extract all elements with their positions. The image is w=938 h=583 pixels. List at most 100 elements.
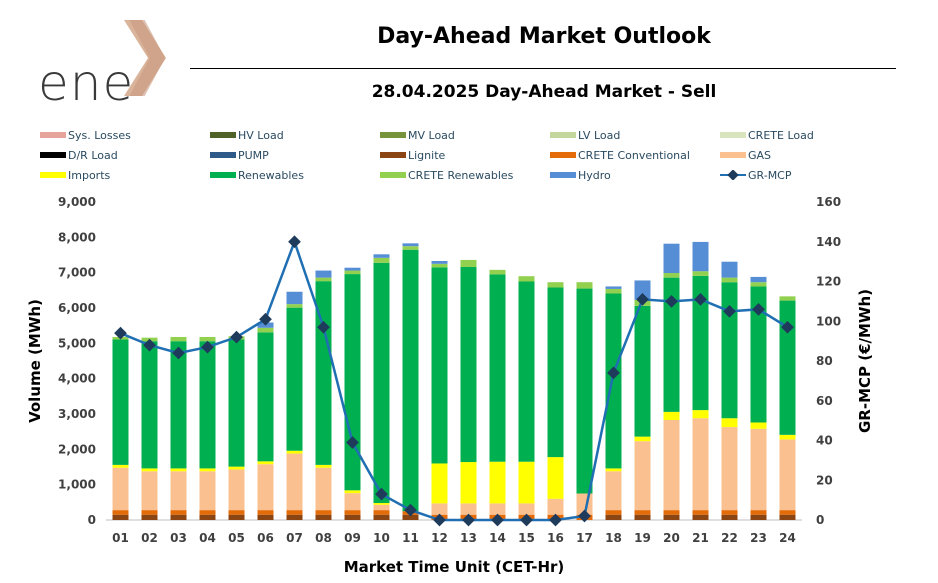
bar-segment bbox=[489, 274, 506, 462]
legend-item: Lignite bbox=[380, 147, 445, 163]
bar-segment bbox=[605, 471, 622, 511]
bar-segment bbox=[663, 514, 680, 520]
bar-segment bbox=[286, 510, 303, 515]
bar-segment bbox=[692, 410, 709, 419]
legend-label: Lignite bbox=[408, 148, 446, 162]
enex-logo: ene bbox=[18, 18, 178, 112]
chart-subtitle: 28.04.2025 Day-Ahead Market - Sell bbox=[371, 82, 717, 102]
bar-segment bbox=[373, 254, 390, 258]
bar-segment bbox=[460, 503, 477, 515]
bar-segment bbox=[170, 341, 187, 469]
y2-tick-label: 0 bbox=[816, 513, 824, 527]
bar-segment bbox=[431, 267, 448, 464]
legend-item: PUMP bbox=[210, 147, 269, 163]
legend-label: GR-MCP bbox=[748, 168, 792, 182]
bar-segment bbox=[344, 490, 361, 494]
y-tick-label: 8,000 bbox=[58, 230, 96, 244]
legend-item: Renewables bbox=[210, 167, 304, 183]
mcp-point bbox=[143, 338, 156, 352]
x-tick-label: 10 bbox=[373, 531, 390, 545]
bar-segment bbox=[373, 504, 390, 511]
x-tick-label: 04 bbox=[199, 531, 216, 545]
bar-segment bbox=[286, 450, 303, 454]
bar-segment bbox=[257, 327, 274, 333]
y-tick-label: 2,000 bbox=[58, 442, 96, 456]
bar-segment bbox=[257, 514, 274, 520]
bar-segment bbox=[315, 514, 332, 520]
bar-segment bbox=[518, 281, 535, 462]
bar-segment bbox=[692, 418, 709, 511]
y-tick-label: 3,000 bbox=[58, 407, 96, 421]
bar-segment bbox=[750, 286, 767, 423]
mcp-point bbox=[317, 320, 330, 334]
bar-segment bbox=[199, 336, 216, 342]
bar-segment bbox=[112, 339, 129, 465]
bar-segment bbox=[257, 510, 274, 515]
legend-item: CRETE Load bbox=[720, 127, 814, 143]
bar-segment bbox=[721, 282, 738, 419]
legend-swatch bbox=[550, 152, 576, 158]
mcp-point bbox=[288, 235, 301, 249]
bar-segment bbox=[141, 468, 158, 472]
legend-item: CRETE Renewables bbox=[380, 167, 513, 183]
bar-segment bbox=[344, 274, 361, 491]
title-divider bbox=[190, 68, 896, 69]
y2-tick-label: 60 bbox=[816, 394, 833, 408]
bar-segment bbox=[634, 280, 651, 300]
bar-segment bbox=[257, 461, 274, 465]
bar-segment bbox=[547, 287, 564, 458]
legend-swatch bbox=[380, 172, 406, 178]
bar-segment bbox=[228, 514, 245, 520]
legend-item: HV Load bbox=[210, 127, 284, 143]
bar-segment bbox=[460, 259, 477, 268]
bar-segment bbox=[170, 514, 187, 520]
bar-segment bbox=[315, 467, 332, 511]
bar-segment bbox=[721, 418, 738, 428]
bar-segment bbox=[286, 307, 303, 451]
bar-segment bbox=[286, 514, 303, 520]
bar-segment bbox=[141, 514, 158, 520]
x-tick-label: 08 bbox=[315, 531, 332, 545]
bar-segment bbox=[779, 300, 796, 435]
legend-swatch bbox=[40, 152, 66, 158]
bar-segment bbox=[779, 510, 796, 515]
bar-segment bbox=[141, 471, 158, 511]
legend-swatch bbox=[380, 132, 406, 138]
bar-segment bbox=[779, 439, 796, 511]
bar-segment bbox=[663, 273, 680, 278]
bar-segment bbox=[518, 503, 535, 515]
bar-segment bbox=[257, 464, 274, 511]
legend-label: PUMP bbox=[238, 148, 269, 162]
bar-segment bbox=[605, 286, 622, 289]
x-tick-label: 18 bbox=[605, 531, 622, 545]
x-tick-label: 16 bbox=[547, 531, 564, 545]
x-tick-label: 22 bbox=[721, 531, 738, 545]
bar-segment bbox=[170, 468, 187, 472]
bar-segment bbox=[692, 271, 709, 276]
x-tick-label: 02 bbox=[141, 531, 158, 545]
y-tick-label: 7,000 bbox=[58, 266, 96, 280]
x-tick-label: 12 bbox=[431, 531, 448, 545]
y-tick-label: 5,000 bbox=[58, 336, 96, 350]
x-tick-label: 09 bbox=[344, 531, 361, 545]
bar-segment bbox=[431, 263, 448, 268]
bar-segment bbox=[141, 341, 158, 469]
legend-item: Imports bbox=[40, 167, 110, 183]
x-tick-label: 15 bbox=[518, 531, 535, 545]
bar-segment bbox=[576, 288, 593, 494]
legend-swatch bbox=[380, 152, 406, 158]
legend-label: MV Load bbox=[408, 128, 455, 142]
x-tick-label: 24 bbox=[779, 531, 796, 545]
bar-segment bbox=[663, 243, 680, 274]
bar-segment bbox=[170, 510, 187, 515]
bar-segment bbox=[460, 462, 477, 504]
bar-segment bbox=[344, 514, 361, 520]
x-tick-label: 14 bbox=[489, 531, 506, 545]
bar-segment bbox=[373, 262, 390, 504]
bar-segment bbox=[344, 270, 361, 275]
bar-segment bbox=[750, 282, 767, 287]
bar-segment bbox=[692, 510, 709, 515]
bar-segment bbox=[750, 514, 767, 520]
bar-segment bbox=[721, 510, 738, 515]
legend-swatch bbox=[40, 132, 66, 138]
